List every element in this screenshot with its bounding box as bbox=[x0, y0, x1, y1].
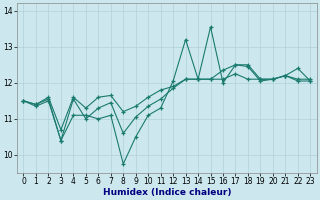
X-axis label: Humidex (Indice chaleur): Humidex (Indice chaleur) bbox=[103, 188, 231, 197]
